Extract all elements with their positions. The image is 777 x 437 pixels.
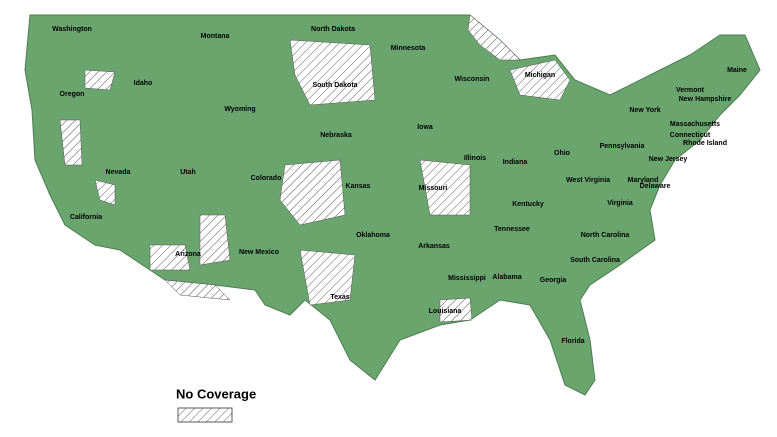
legend-swatch bbox=[177, 407, 233, 423]
state-label: Illinois bbox=[464, 155, 486, 162]
state-label: South Dakota bbox=[312, 82, 357, 89]
state-label: New York bbox=[629, 107, 660, 114]
state-label: Maryland bbox=[628, 177, 659, 184]
state-label: California bbox=[70, 214, 102, 221]
state-label: Montana bbox=[201, 33, 230, 40]
state-label: Louisiana bbox=[429, 308, 462, 315]
state-label: North Dakota bbox=[311, 26, 355, 33]
state-label: Alabama bbox=[492, 274, 521, 281]
state-label: Minnesota bbox=[391, 45, 426, 52]
state-label: Pennsylvania bbox=[600, 143, 645, 150]
state-label: Kansas bbox=[346, 183, 371, 190]
state-label: Missouri bbox=[419, 185, 448, 192]
state-label: Massachusetts bbox=[670, 121, 720, 128]
state-label: Idaho bbox=[134, 80, 153, 87]
us-outline bbox=[24, 14, 761, 396]
state-label: Arizona bbox=[175, 251, 201, 258]
state-label: Nebraska bbox=[320, 132, 352, 139]
state-label: Georgia bbox=[540, 277, 567, 284]
state-label: Tennessee bbox=[494, 226, 530, 233]
state-label: Oklahoma bbox=[356, 232, 390, 239]
state-label: Ohio bbox=[554, 150, 570, 157]
state-label: New Mexico bbox=[239, 249, 279, 256]
state-label: Florida bbox=[561, 338, 584, 345]
state-label: Maine bbox=[727, 67, 747, 74]
state-label: Indiana bbox=[503, 159, 528, 166]
state-label: Rhode Island bbox=[683, 140, 727, 147]
state-label: Vermont bbox=[676, 87, 705, 94]
state-label: Iowa bbox=[417, 124, 433, 131]
state-label: Arkansas bbox=[418, 243, 450, 250]
no-coverage-areas bbox=[59, 14, 571, 323]
state-label: West Virginia bbox=[566, 177, 610, 184]
state-label: Virginia bbox=[607, 200, 633, 207]
state-label: Utah bbox=[180, 169, 196, 176]
state-label: New Hampshire bbox=[679, 96, 732, 103]
state-label: Wyoming bbox=[224, 106, 255, 113]
state-label: Wisconsin bbox=[455, 76, 490, 83]
state-label: Michigan bbox=[525, 72, 555, 79]
state-label: Mississippi bbox=[448, 275, 486, 282]
state-label: Washington bbox=[52, 26, 92, 33]
state-label: Oregon bbox=[60, 91, 85, 98]
state-label: Colorado bbox=[251, 175, 282, 182]
state-label: New Jersey bbox=[649, 156, 688, 163]
state-label: Nevada bbox=[106, 169, 131, 176]
state-label: Delaware bbox=[640, 183, 671, 190]
legend-title: No Coverage bbox=[176, 386, 256, 401]
state-label: Kentucky bbox=[512, 201, 544, 208]
state-label: North Carolina bbox=[581, 232, 630, 239]
state-label: South Carolina bbox=[570, 257, 620, 264]
state-label: Texas bbox=[330, 294, 349, 301]
state-label: Connecticut bbox=[670, 132, 711, 139]
